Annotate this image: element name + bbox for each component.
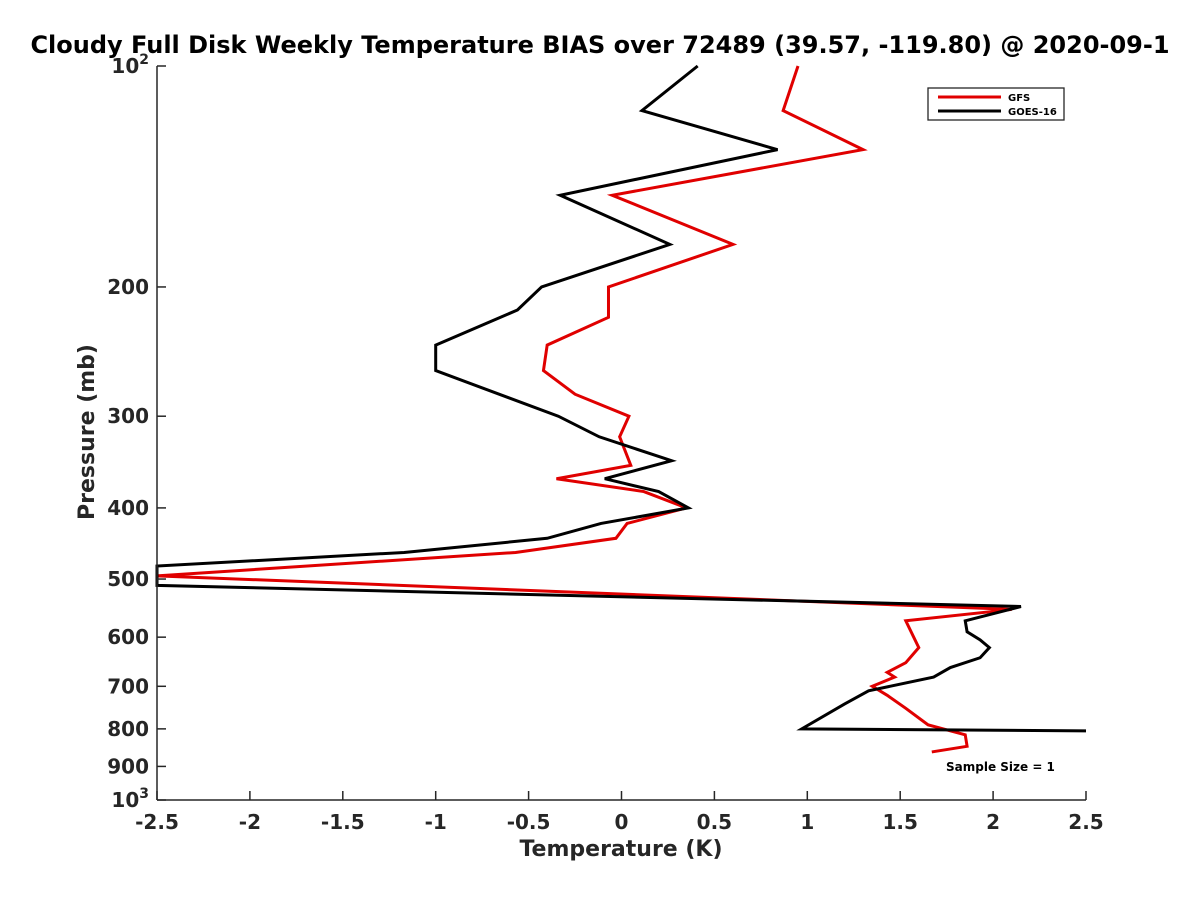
y-tick-label: 600 — [107, 625, 149, 649]
series-layer — [155, 64, 1087, 754]
y-tick-label: 500 — [107, 567, 149, 591]
y-tick-label: 300 — [107, 404, 149, 428]
legend-items: GFS GOES-16 — [938, 93, 1057, 118]
x-tick-label: 2 — [986, 810, 1000, 834]
x-tick-label: -0.5 — [507, 810, 551, 834]
x-tick-label: 1.5 — [882, 810, 917, 834]
y-tick-label: 103 — [111, 786, 149, 812]
y-axis-label: Pressure (mb) — [75, 344, 100, 520]
y-tick-label: 700 — [107, 674, 149, 698]
legend: GFS GOES-16 — [927, 87, 1065, 121]
x-tick-label: 2.5 — [1068, 810, 1103, 834]
series-line-goes-16 — [155, 64, 1087, 733]
legend-box — [927, 87, 1065, 121]
x-tick-label: -2 — [239, 810, 261, 834]
sample-size-annotation: Sample Size = 1 — [946, 760, 1055, 774]
y-tick-label: 102 — [111, 52, 149, 78]
y-tick-label: 200 — [107, 275, 149, 299]
legend-label-goes-16: GOES-16 — [1008, 107, 1057, 118]
x-tick-label: -2.5 — [135, 810, 179, 834]
series-line-gfs — [156, 65, 1012, 754]
x-tick-label: 0 — [615, 810, 629, 834]
x-tick-label: -1.5 — [321, 810, 365, 834]
chart-title: Cloudy Full Disk Weekly Temperature BIAS… — [30, 31, 1169, 59]
x-tick-label: 0.5 — [697, 810, 732, 834]
y-tick-label: 400 — [107, 496, 149, 520]
x-axis-label: Temperature (K) — [519, 837, 722, 862]
legend-label-gfs: GFS — [1008, 93, 1030, 104]
y-tick-label: 900 — [107, 754, 149, 778]
x-tick-label: -1 — [425, 810, 447, 834]
plot-area: -2.5 -2 -1.5 -1 -0.5 0 0.5 1 1.5 2 2.5 102 200 300 400… — [107, 52, 1103, 834]
x-tick-label: 1 — [800, 810, 814, 834]
axes-layer: -2.5 -2 -1.5 -1 -0.5 0 0.5 1 1.5 2 2.5 102 200 300 400… — [107, 52, 1103, 834]
y-tick-label: 800 — [107, 717, 149, 741]
